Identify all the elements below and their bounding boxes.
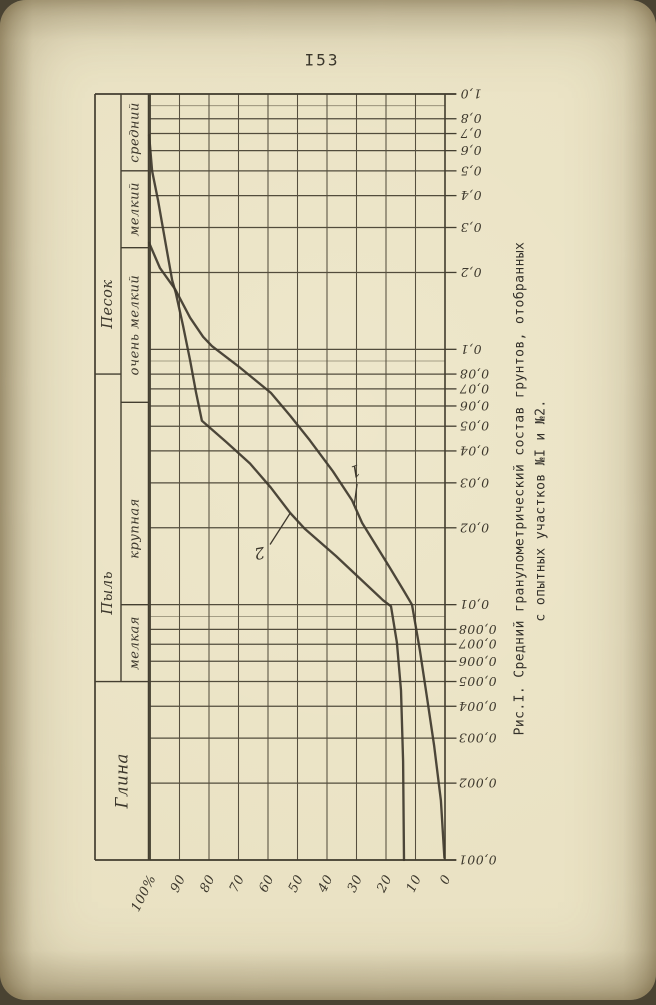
soil-group-label: Пыль <box>100 571 116 616</box>
page-number: I53 <box>305 51 340 70</box>
diameter-tick-label: 0,04 <box>459 443 489 458</box>
diameter-tick-label: 0,004 <box>458 699 496 714</box>
percent-tick-label: 20 <box>374 873 396 896</box>
diameter-tick-label: 0,1 <box>460 342 481 357</box>
diameter-tick-label: 0,05 <box>459 419 489 434</box>
soil-group-label: Песок <box>100 279 116 329</box>
percent-tick-label: 10 <box>404 873 425 895</box>
percent-tick-label: 30 <box>345 873 366 895</box>
diameter-tick-label: 0,3 <box>460 220 481 235</box>
diameter-tick-label: 0,4 <box>460 188 481 203</box>
soil-subtype-label: средний <box>128 102 143 162</box>
percent-tick-label: 50 <box>286 873 307 895</box>
soil-subtype-label: очень мелкий <box>128 275 143 376</box>
diameter-tick-label: 1,0 <box>460 87 481 102</box>
percent-tick-label: 90 <box>168 873 189 895</box>
diameter-tick-label: 0,002 <box>458 776 496 791</box>
curve-2 <box>149 135 404 860</box>
soil-subtype-label: мелкий <box>128 182 143 236</box>
diameter-tick-label: 0,08 <box>459 367 489 382</box>
diameter-tick-label: 0,07 <box>459 381 489 396</box>
figure-caption-line-2: с опытных участков №I и №2. <box>534 201 549 821</box>
percent-tick-label: 0 <box>437 873 454 888</box>
diameter-tick-label: 0,003 <box>458 731 496 746</box>
diameter-tick-label: 0,06 <box>459 398 489 413</box>
diameter-tick-label: 0,02 <box>459 520 489 535</box>
diameter-tick-label: 0,5 <box>460 163 481 178</box>
percent-tick-label: 60 <box>256 873 277 895</box>
soil-group-label: Глина <box>113 753 132 809</box>
percent-tick-label: 80 <box>197 873 218 895</box>
percent-tick-label: 40 <box>315 873 337 896</box>
diameter-tick-label: 0,6 <box>460 143 481 158</box>
soil-subtype-label: крупная <box>128 498 143 558</box>
figure-caption-line-1: Рис.I. Средний гранулометрический состав… <box>513 179 528 799</box>
soil-subtype-label: мелкая <box>128 616 143 670</box>
diameter-tick-label: 0,001 <box>458 852 496 867</box>
percent-tick-label: 70 <box>227 873 248 895</box>
curve-label-leader <box>270 513 290 544</box>
diameter-tick-label: 0,2 <box>460 265 481 280</box>
diameter-tick-label: 0,008 <box>458 622 496 637</box>
curve-label-2: 2 <box>252 543 267 564</box>
curve-label-1: 1 <box>347 461 364 483</box>
diameter-tick-label: 0,03 <box>459 475 489 490</box>
diameter-tick-label: 0,005 <box>458 674 496 689</box>
diameter-tick-label: 0,006 <box>458 654 496 669</box>
curve-1 <box>149 243 444 858</box>
diameter-tick-label: 0,007 <box>458 637 496 652</box>
percent-tick-label: 100% <box>129 873 160 915</box>
diameter-tick-label: 0,01 <box>459 597 489 612</box>
diameter-tick-label: 0,7 <box>460 126 481 141</box>
diameter-tick-label: 0,8 <box>460 111 481 126</box>
